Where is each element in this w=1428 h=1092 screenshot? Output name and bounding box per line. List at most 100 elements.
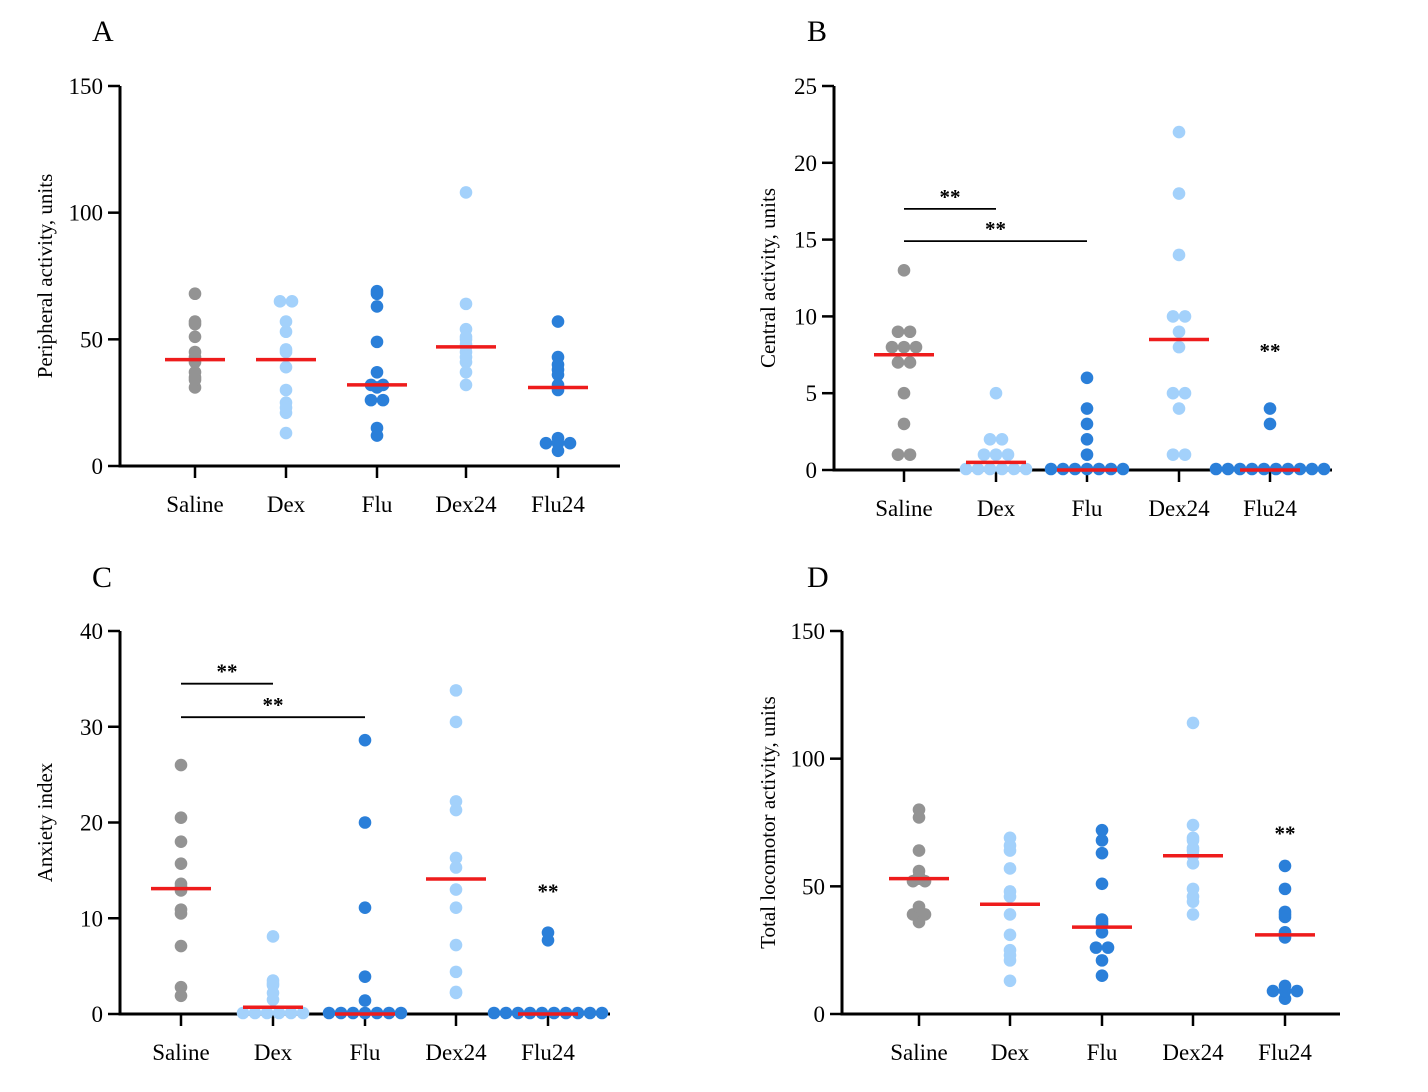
- data-point: [487, 1006, 501, 1020]
- y-tick-label: 40: [80, 619, 103, 644]
- data-point: [891, 325, 905, 339]
- data-point: [1305, 462, 1319, 476]
- data-point: [1172, 125, 1186, 139]
- x-tick-label: Dex24: [1162, 1040, 1224, 1065]
- data-point: [1178, 310, 1192, 323]
- data-point: [1186, 882, 1200, 896]
- data-point: [1186, 818, 1200, 832]
- y-tick-label: 0: [92, 454, 104, 479]
- x-tick-label: Saline: [890, 1040, 948, 1065]
- data-point: [449, 965, 463, 979]
- panel-d: D 0 50 100 150 Total locomotor activity, unit…: [756, 561, 1340, 1065]
- data-point: [989, 448, 1003, 461]
- data-point: [1080, 371, 1094, 385]
- panel-letter: C: [92, 561, 112, 594]
- data-point: [989, 386, 1003, 400]
- data-point: [1278, 979, 1292, 993]
- data-point: [1166, 386, 1180, 400]
- x-tick-label: Flu24: [531, 492, 585, 517]
- data-point: [449, 901, 463, 915]
- data-point: [459, 338, 473, 351]
- data-point: [1080, 448, 1094, 461]
- y-tick-label: 30: [80, 715, 103, 740]
- data-point: [1278, 882, 1292, 896]
- data-point: [279, 360, 293, 374]
- data-point: [551, 436, 565, 450]
- data-point: [1209, 462, 1223, 476]
- data-point: [459, 186, 473, 199]
- data-point: [971, 462, 985, 476]
- x-tick-label: Dex24: [435, 492, 497, 517]
- data-point: [983, 462, 997, 476]
- data-point: [188, 373, 202, 387]
- data-point: [1095, 877, 1109, 891]
- data-point: [358, 816, 372, 829]
- data-point: [1172, 402, 1186, 415]
- data-point: [1095, 823, 1109, 837]
- data-point: [1095, 913, 1109, 926]
- data-point: [449, 938, 463, 952]
- data-point: [174, 857, 188, 870]
- data-point: [1044, 462, 1058, 476]
- data-point: [284, 1006, 298, 1020]
- data-point: [1080, 417, 1094, 431]
- y-tick-label: 50: [802, 874, 825, 899]
- y-tick-label: 0: [806, 458, 818, 483]
- data-point: [174, 811, 188, 825]
- data-point: [583, 1006, 597, 1020]
- data-point: [1263, 402, 1277, 415]
- data-point: [459, 378, 473, 392]
- y-tick-label: 10: [80, 906, 103, 931]
- data-point: [370, 284, 384, 298]
- data-point: [279, 315, 293, 328]
- x-tick-label: Dex: [991, 1040, 1030, 1065]
- data-point: [1095, 834, 1109, 847]
- data-point: [266, 930, 280, 943]
- y-tick-label: 5: [806, 381, 818, 406]
- data-point: [995, 432, 1009, 446]
- data-point: [1019, 462, 1033, 476]
- significance-stars: **: [985, 217, 1006, 241]
- data-point: [1278, 859, 1292, 873]
- x-tick-label: Dex: [267, 492, 306, 517]
- panel-letter: B: [807, 15, 827, 48]
- data-point: [885, 340, 899, 354]
- data-point: [897, 386, 911, 400]
- data-point: [394, 1006, 408, 1020]
- data-point: [449, 715, 463, 729]
- x-tick-label: Flu24: [521, 1040, 575, 1065]
- data-point: [1172, 340, 1186, 354]
- data-point: [449, 684, 463, 697]
- data-point: [1003, 885, 1017, 898]
- y-axis-title: Total locomotor activity, units: [756, 696, 780, 949]
- data-point: [551, 378, 565, 392]
- data-point: [1278, 925, 1292, 939]
- data-point: [912, 869, 926, 883]
- data-point: [1166, 448, 1180, 461]
- data-point: [1178, 448, 1192, 461]
- x-tick-label: Dex: [977, 496, 1016, 521]
- data-point: [1001, 448, 1015, 461]
- data-point: [1003, 862, 1017, 875]
- panel-c: C 0 10 20 30 40 Anxiety index Saline Dex Flu Dex24…: [33, 561, 610, 1065]
- y-tick-label: 20: [794, 151, 817, 176]
- data-point: [279, 345, 293, 359]
- data-point: [273, 295, 287, 308]
- panel-letter: A: [92, 15, 114, 48]
- data-point: [959, 462, 973, 476]
- data-point: [358, 994, 372, 1007]
- y-tick-label: 0: [92, 1002, 104, 1027]
- data-point: [1278, 905, 1292, 919]
- y-axis-title: Central activity, units: [756, 188, 780, 368]
- data-point: [279, 426, 293, 440]
- x-tick-label: Flu: [350, 1040, 381, 1065]
- significance-stars: **: [538, 879, 559, 903]
- data-point: [1221, 462, 1235, 476]
- data-point: [897, 264, 911, 277]
- data-point: [1166, 310, 1180, 323]
- data-point: [909, 340, 923, 354]
- data-point: [551, 315, 565, 328]
- data-point: [459, 350, 473, 364]
- data-point: [174, 835, 188, 848]
- y-tick-label: 25: [794, 74, 817, 99]
